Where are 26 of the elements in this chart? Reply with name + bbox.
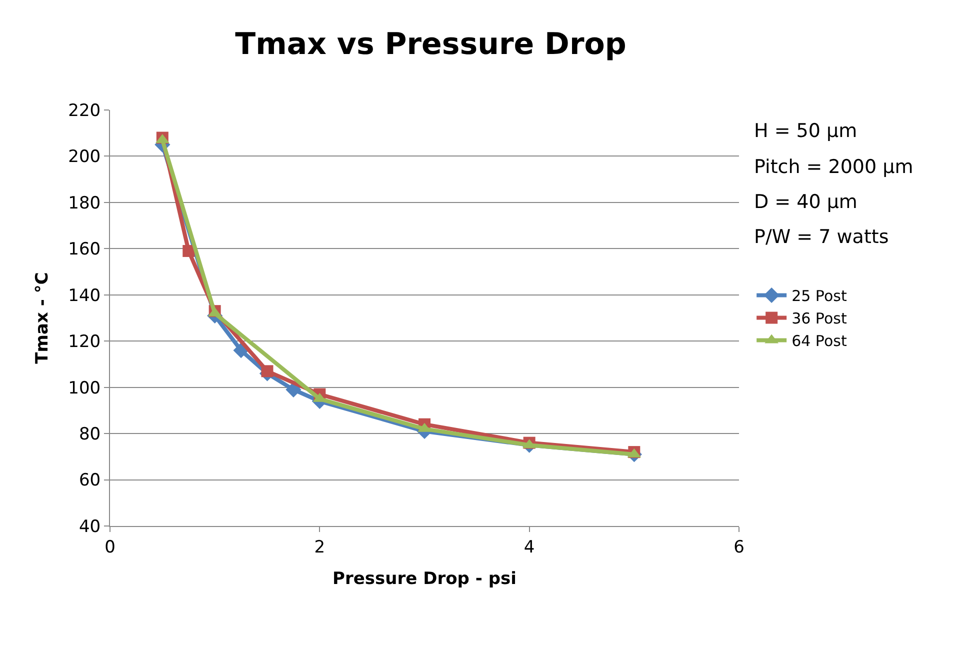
legend-label: 64 Post (792, 332, 847, 350)
x-tick-label: 2 (314, 537, 326, 558)
y-tick-label: 160 (68, 240, 101, 260)
chart-title: Tmax vs Pressure Drop (235, 26, 626, 62)
x-axis-title: Pressure Drop - psi (332, 568, 516, 589)
y-axis-title: Tmax - °C (32, 272, 53, 364)
y-tick-label: 60 (78, 470, 101, 491)
y-tick-label: 200 (68, 147, 101, 168)
text: P/W = 7 watts (754, 226, 889, 248)
y-tick-label: 80 (78, 424, 101, 445)
y-tick-label: 220 (68, 100, 101, 121)
y-tick-label: 140 (68, 286, 101, 306)
text: D = 40 µm (754, 191, 858, 213)
y-tick-label: 40 (78, 516, 101, 537)
y-tick-label: 180 (68, 193, 101, 214)
x-tick-label: 6 (734, 537, 744, 558)
point (182, 244, 195, 257)
text: H = 50 µm (754, 120, 858, 142)
legend-label: 36 Post (792, 310, 847, 328)
point (261, 365, 274, 378)
text: Pitch = 2000 µm (754, 156, 914, 178)
x-tick-label: 4 (524, 537, 535, 558)
y-tick-label: 100 (68, 378, 101, 398)
y-tick-label: 120 (68, 332, 101, 352)
legend-label: 25 Post (792, 287, 847, 306)
x-tick-label: 0 (104, 537, 116, 558)
